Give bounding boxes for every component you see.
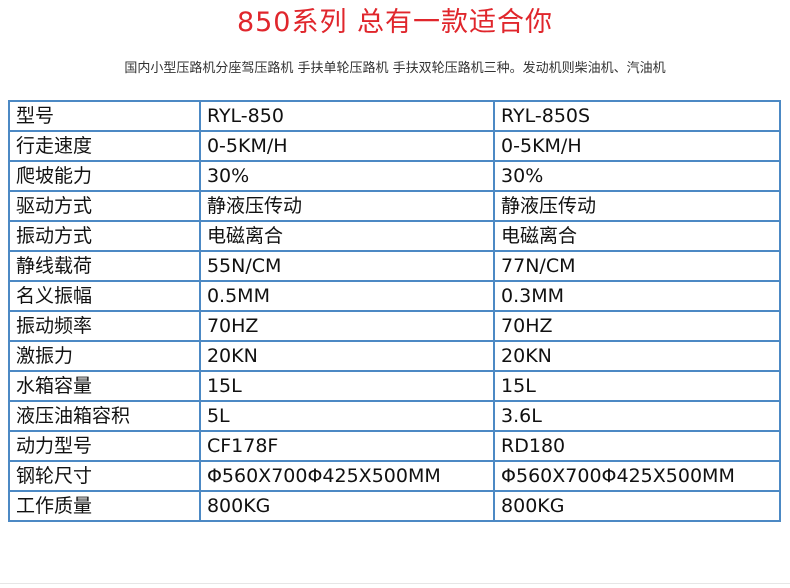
spec-value-model-a: 70HZ	[198, 310, 496, 342]
table-row: 激振力 20KN 20KN	[8, 340, 781, 372]
table-row: 振动频率 70HZ 70HZ	[8, 310, 781, 342]
spec-value-model-a: 800KG	[198, 490, 496, 522]
spec-value-model-a: 55N/CM	[198, 250, 496, 282]
spec-value-model-a: RYL-850	[198, 100, 496, 132]
spec-value-model-a: 20KN	[198, 340, 496, 372]
spec-label: 水箱容量	[8, 370, 201, 402]
page-title: 850系列 总有一款适合你	[236, 7, 554, 38]
table-row: 驱动方式 静液压传动 静液压传动	[8, 190, 781, 222]
spec-value-model-a: 15L	[198, 370, 496, 402]
table-row: 振动方式 电磁离合 电磁离合	[8, 220, 781, 252]
spec-value-model-a: 5L	[198, 400, 496, 432]
table-row: 工作质量 800KG 800KG	[8, 490, 781, 522]
table-row: 静线载荷 55N/CM 77N/CM	[8, 250, 781, 282]
spec-value-model-b: 20KN	[493, 340, 781, 372]
table-row: 水箱容量 15L 15L	[8, 370, 781, 402]
spec-label: 激振力	[8, 340, 201, 372]
spec-label: 名义振幅	[8, 280, 201, 312]
spec-value-model-b: 30%	[493, 160, 781, 192]
table-row: 爬坡能力 30% 30%	[8, 160, 781, 192]
spec-value-model-b: 800KG	[493, 490, 781, 522]
spec-label: 静线载荷	[8, 250, 201, 282]
bottom-divider	[0, 583, 790, 584]
page-subtitle: 国内小型压路机分座驾压路机 手扶单轮压路机 手扶双轮压路机三种。发动机则柴油机、…	[124, 61, 666, 76]
spec-label: 振动方式	[8, 220, 201, 252]
spec-value-model-a: 静液压传动	[198, 190, 496, 222]
spec-label: 驱动方式	[8, 190, 201, 222]
spec-value-model-b: 0.3MM	[493, 280, 781, 312]
spec-value-model-b: 70HZ	[493, 310, 781, 342]
spec-label: 振动频率	[8, 310, 201, 342]
spec-value-model-b: RYL-850S	[493, 100, 781, 132]
table-row: 名义振幅 0.5MM 0.3MM	[8, 280, 781, 312]
spec-value-model-a: 30%	[198, 160, 496, 192]
spec-value-model-b: 静液压传动	[493, 190, 781, 222]
spec-label: 工作质量	[8, 490, 201, 522]
table-row: 型号 RYL-850 RYL-850S	[8, 100, 781, 132]
spec-label: 钢轮尺寸	[8, 460, 201, 492]
spec-label: 液压油箱容积	[8, 400, 201, 432]
spec-value-model-a: Φ560X700Φ425X500MM	[198, 460, 496, 492]
spec-table: 型号 RYL-850 RYL-850S 行走速度 0-5KM/H 0-5KM/H 爬坡能力 3…	[8, 100, 781, 522]
spec-value-model-a: CF178F	[198, 430, 496, 462]
table-row: 行走速度 0-5KM/H 0-5KM/H	[8, 130, 781, 162]
spec-label: 型号	[8, 100, 201, 132]
spec-value-model-a: 0-5KM/H	[198, 130, 496, 162]
spec-label: 行走速度	[8, 130, 201, 162]
spec-value-model-b: 0-5KM/H	[493, 130, 781, 162]
table-row: 液压油箱容积 5L 3.6L	[8, 400, 781, 432]
spec-label: 爬坡能力	[8, 160, 201, 192]
spec-value-model-b: Φ560X700Φ425X500MM	[493, 460, 781, 492]
spec-value-model-a: 0.5MM	[198, 280, 496, 312]
spec-value-model-a: 电磁离合	[198, 220, 496, 252]
spec-value-model-b: RD180	[493, 430, 781, 462]
spec-label: 动力型号	[8, 430, 201, 462]
spec-value-model-b: 15L	[493, 370, 781, 402]
table-row: 钢轮尺寸 Φ560X700Φ425X500MM Φ560X700Φ425X500MM	[8, 460, 781, 492]
spec-value-model-b: 3.6L	[493, 400, 781, 432]
spec-value-model-b: 77N/CM	[493, 250, 781, 282]
spec-value-model-b: 电磁离合	[493, 220, 781, 252]
table-row: 动力型号 CF178F RD180	[8, 430, 781, 462]
